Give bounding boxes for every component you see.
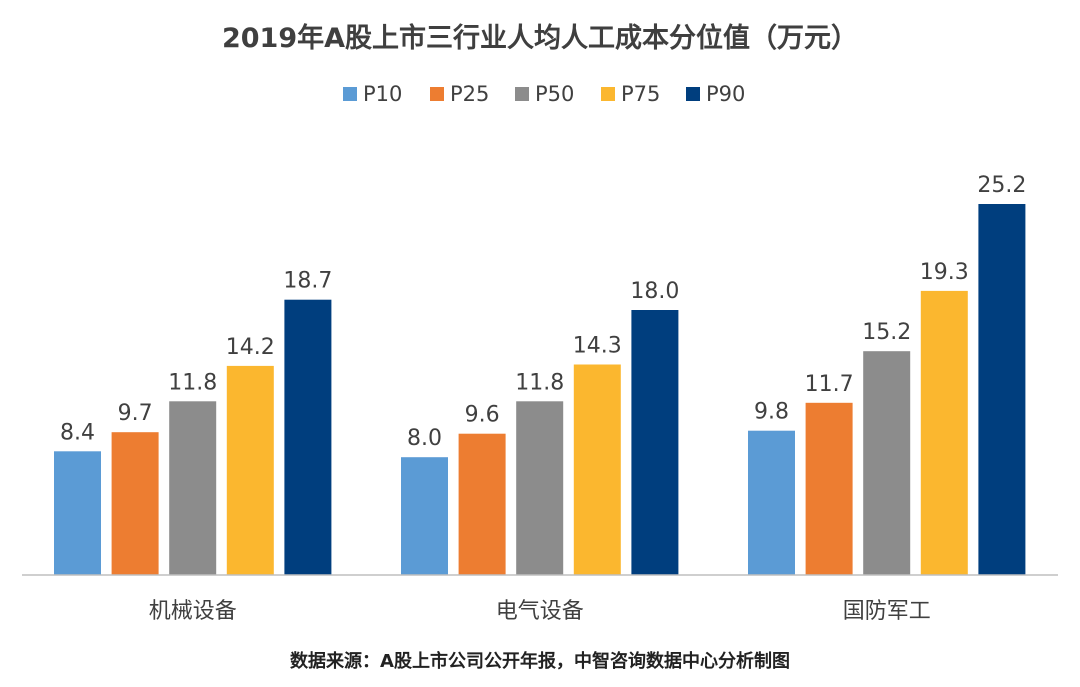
legend-swatch-p90 — [686, 87, 700, 101]
bar-p50-3 — [863, 351, 911, 575]
bar-p25-1 — [111, 432, 159, 575]
legend-swatch-p50 — [515, 87, 529, 101]
legend-label-p90: P90 — [706, 82, 745, 106]
data-label-p75-2: 14.3 — [573, 334, 622, 359]
bar-p90-3 — [978, 204, 1026, 575]
data-label-p50-1: 11.8 — [168, 370, 217, 395]
category-label-1: 机械设备 — [149, 599, 237, 624]
legend-label-p50: P50 — [535, 82, 574, 106]
category-label-3: 国防军工 — [843, 599, 931, 624]
bar-p75-3 — [920, 290, 968, 575]
category-labels-layer: 机械设备 电气设备 国防军工 — [149, 599, 931, 624]
bar-p10-3 — [748, 430, 795, 575]
legend-label-p75: P75 — [621, 82, 660, 106]
data-label-p10-3: 9.8 — [754, 400, 789, 425]
bar-p90-2 — [631, 310, 679, 575]
bar-p10-2 — [401, 457, 448, 575]
bar-p50-1 — [169, 401, 217, 575]
bar-p75-1 — [226, 365, 274, 575]
legend-swatch-p10 — [343, 87, 357, 101]
legend: P10 P25 P50 P75 P90 — [343, 82, 745, 106]
legend-label-p10: P10 — [363, 82, 402, 106]
data-label-p75-1: 14.2 — [226, 335, 275, 360]
bar-p10-1 — [54, 451, 101, 575]
data-label-p25-3: 11.7 — [805, 372, 854, 397]
legend-swatch-p75 — [601, 87, 615, 101]
bars-layer — [54, 204, 1026, 576]
data-labels-layer: 8.4 9.7 11.8 14.2 18.7 8.0 9.6 11.8 14.3 18.0 9.8 1… — [60, 173, 1026, 451]
data-label-p10-2: 8.0 — [407, 426, 442, 451]
data-label-p50-3: 15.2 — [862, 320, 911, 345]
chart-title: 2019年A股上市三行业人均人工成本分位值（万元） — [222, 22, 858, 54]
data-label-p90-1: 18.7 — [283, 269, 332, 294]
source-note: 数据来源：A股上市公司公开年报，中智咨询数据中心分析制图 — [290, 650, 790, 672]
category-label-2: 电气设备 — [496, 599, 584, 624]
legend-label-p25: P25 — [450, 82, 489, 106]
data-label-p90-3: 25.2 — [977, 173, 1026, 198]
bar-p90-1 — [284, 299, 332, 575]
data-label-p10-1: 8.4 — [60, 420, 95, 445]
data-label-p25-2: 9.6 — [465, 403, 500, 428]
bar-p25-3 — [805, 402, 853, 576]
bar-p50-2 — [516, 401, 564, 575]
bar-p75-2 — [573, 364, 621, 575]
data-label-p90-2: 18.0 — [630, 279, 679, 304]
data-label-p25-1: 9.7 — [118, 401, 153, 426]
bar-p25-2 — [458, 433, 506, 575]
data-label-p50-2: 11.8 — [515, 370, 564, 395]
data-label-p75-3: 19.3 — [920, 260, 969, 285]
legend-swatch-p25 — [430, 87, 444, 101]
